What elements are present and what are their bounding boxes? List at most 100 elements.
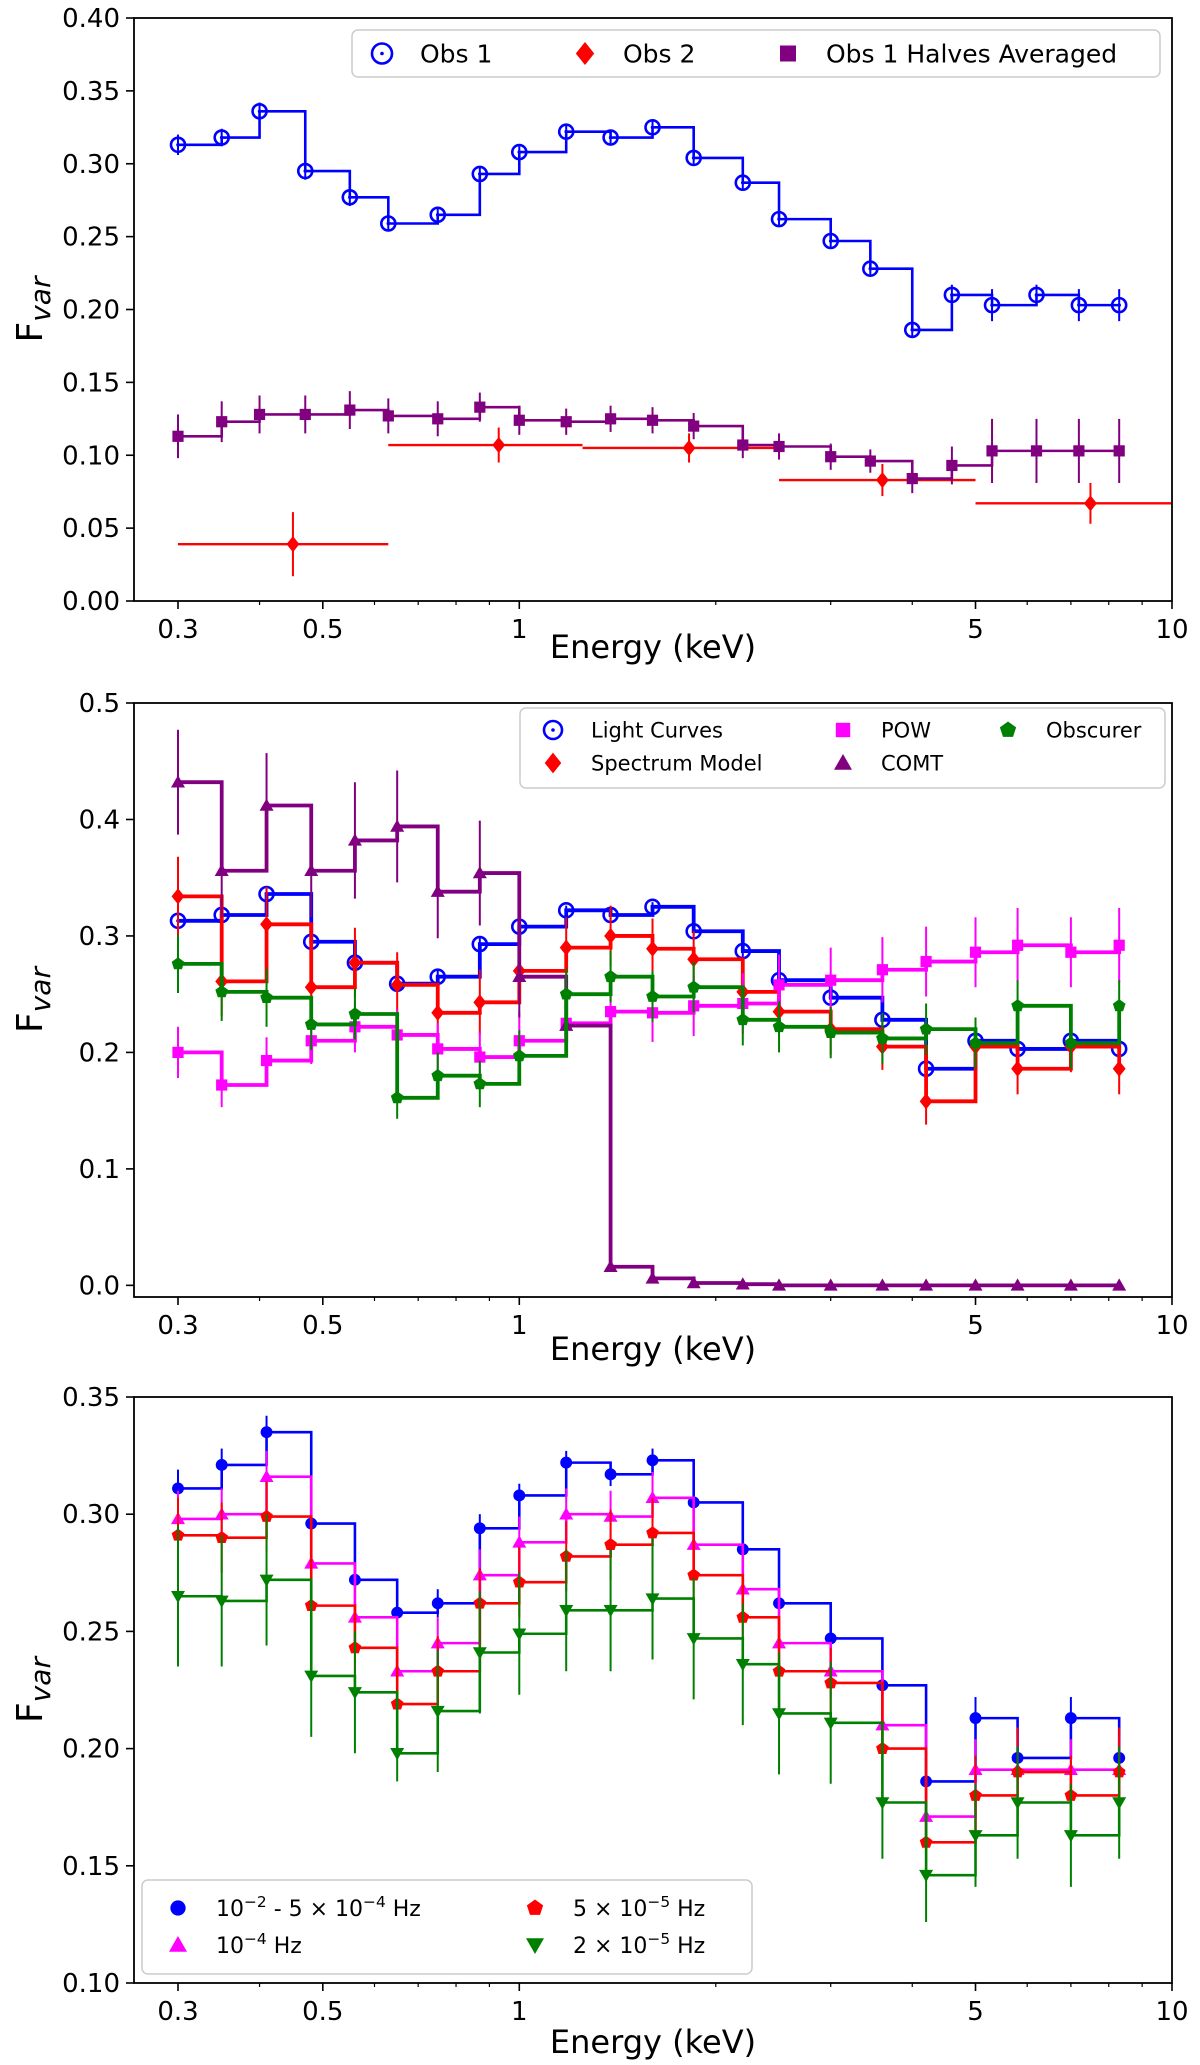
data-point: [259, 1469, 274, 1482]
legend-label-part: 2 × 10: [573, 1934, 647, 1959]
data-point: [645, 1490, 660, 1504]
data-point: [471, 935, 489, 953]
x-tick-label: 0.3: [157, 1311, 198, 1341]
legend-label-part: −2: [244, 1893, 267, 1911]
legend-label-part: −5: [647, 1893, 670, 1911]
data-point: [1112, 1278, 1127, 1291]
data-point-center: [435, 974, 440, 979]
data-point: [603, 1605, 618, 1618]
data-point: [906, 472, 918, 485]
data-point-center: [740, 949, 745, 953]
data-point-center: [740, 180, 745, 185]
x-tick-label: 0.5: [302, 1997, 343, 2027]
legend-label: Obs 1 Halves Averaged: [826, 40, 1117, 69]
data-point-center: [303, 169, 308, 173]
data-point: [390, 819, 405, 832]
data-point: [646, 989, 659, 1002]
data-point: [259, 798, 274, 811]
data-point: [736, 1013, 750, 1026]
legend-item: Obs 1: [370, 40, 492, 69]
data-point: [876, 1031, 889, 1044]
data-point: [432, 413, 444, 425]
data-point: [299, 408, 311, 421]
data-point: [391, 1606, 404, 1619]
data-point: [920, 955, 932, 968]
data-point: [304, 979, 318, 996]
data-point: [474, 1051, 486, 1063]
data-point: [169, 136, 187, 154]
x-axis-label: Energy (keV): [550, 1330, 756, 1368]
data-point: [686, 1633, 701, 1646]
data-point-center: [176, 143, 180, 147]
data-point-center: [564, 908, 569, 913]
data-point: [559, 1605, 574, 1618]
legend-label-part: 5 × 10: [573, 1897, 647, 1922]
plot-area: [169, 729, 1128, 1291]
legend-marker: [370, 42, 394, 65]
data-point: [875, 471, 889, 489]
data-point: [512, 969, 527, 982]
panel-1: 0.3 0.5 1 5 10 0.00 0.05 0.10 0.15 0.20 0.25 0.30 0.…: [10, 4, 1189, 666]
data-point: [260, 991, 273, 1004]
data-point: [1113, 939, 1125, 951]
data-point: [171, 957, 185, 970]
legend-label: 10−4 Hz: [216, 1930, 302, 1959]
legend-marker: [526, 1899, 544, 1915]
data-point: [431, 1069, 445, 1082]
data-point-center: [517, 150, 522, 154]
data-point: [473, 994, 487, 1011]
data-point: [644, 898, 661, 916]
y-tick-label: 0.5: [79, 689, 120, 719]
plot-frame: [133, 1396, 1173, 1984]
y-tick-label: 0.05: [62, 514, 120, 544]
plot-area: [169, 102, 1172, 577]
data-point: [968, 1278, 983, 1291]
data-point: [646, 1454, 659, 1467]
data-point: [823, 1278, 838, 1291]
data-point: [259, 1574, 274, 1587]
legend-item: Obs 2: [575, 40, 695, 69]
data-point: [735, 1658, 750, 1672]
series-pow: [172, 907, 1125, 1108]
series-step-line: [178, 961, 1122, 1100]
legend-label: Light Curves: [591, 719, 723, 743]
data-point: [919, 1093, 933, 1110]
data-point: [604, 970, 617, 983]
y-tick-label: 0.30: [62, 1500, 120, 1530]
data-point: [824, 1632, 837, 1645]
legend-item: POW: [835, 719, 931, 743]
data-point: [431, 1597, 444, 1610]
data-point: [646, 940, 659, 957]
series-obs-2: [178, 427, 1172, 577]
series-obscurer: [171, 934, 1126, 1119]
data-point-center: [1117, 303, 1121, 307]
data-point: [560, 1456, 573, 1469]
data-point: [986, 445, 998, 457]
data-point: [772, 1278, 787, 1291]
y-tick-label: 0.20: [62, 296, 120, 326]
data-point: [471, 165, 489, 183]
data-point: [347, 1687, 362, 1700]
legend-frame: [351, 29, 1161, 78]
legend-label-part: 10: [216, 1934, 244, 1959]
data-point: [1030, 445, 1043, 457]
data-point-center: [219, 135, 224, 140]
y-tick-label: 0.25: [62, 1617, 120, 1647]
data-point: [919, 1869, 934, 1883]
data-point: [492, 436, 506, 454]
data-point: [1028, 286, 1045, 304]
data-point: [430, 1705, 445, 1719]
data-point: [1070, 296, 1088, 314]
x-tick-label: 5: [967, 1997, 984, 2027]
legend-label: 2 × 10−5 Hz: [573, 1930, 705, 1959]
x-tick-label: 10: [1155, 1311, 1188, 1341]
data-point: [919, 1278, 934, 1291]
data-point: [1011, 939, 1024, 951]
data-point: [825, 974, 837, 986]
data-point: [214, 1595, 229, 1608]
legend: Light Curves Spectrum Model POW COMT Obscure…: [519, 707, 1166, 789]
legend-label-part: −4: [244, 1930, 267, 1948]
y-tick-label: 0.35: [62, 77, 120, 107]
legend-label: Obs 1: [420, 40, 492, 69]
data-point: [823, 1717, 838, 1730]
